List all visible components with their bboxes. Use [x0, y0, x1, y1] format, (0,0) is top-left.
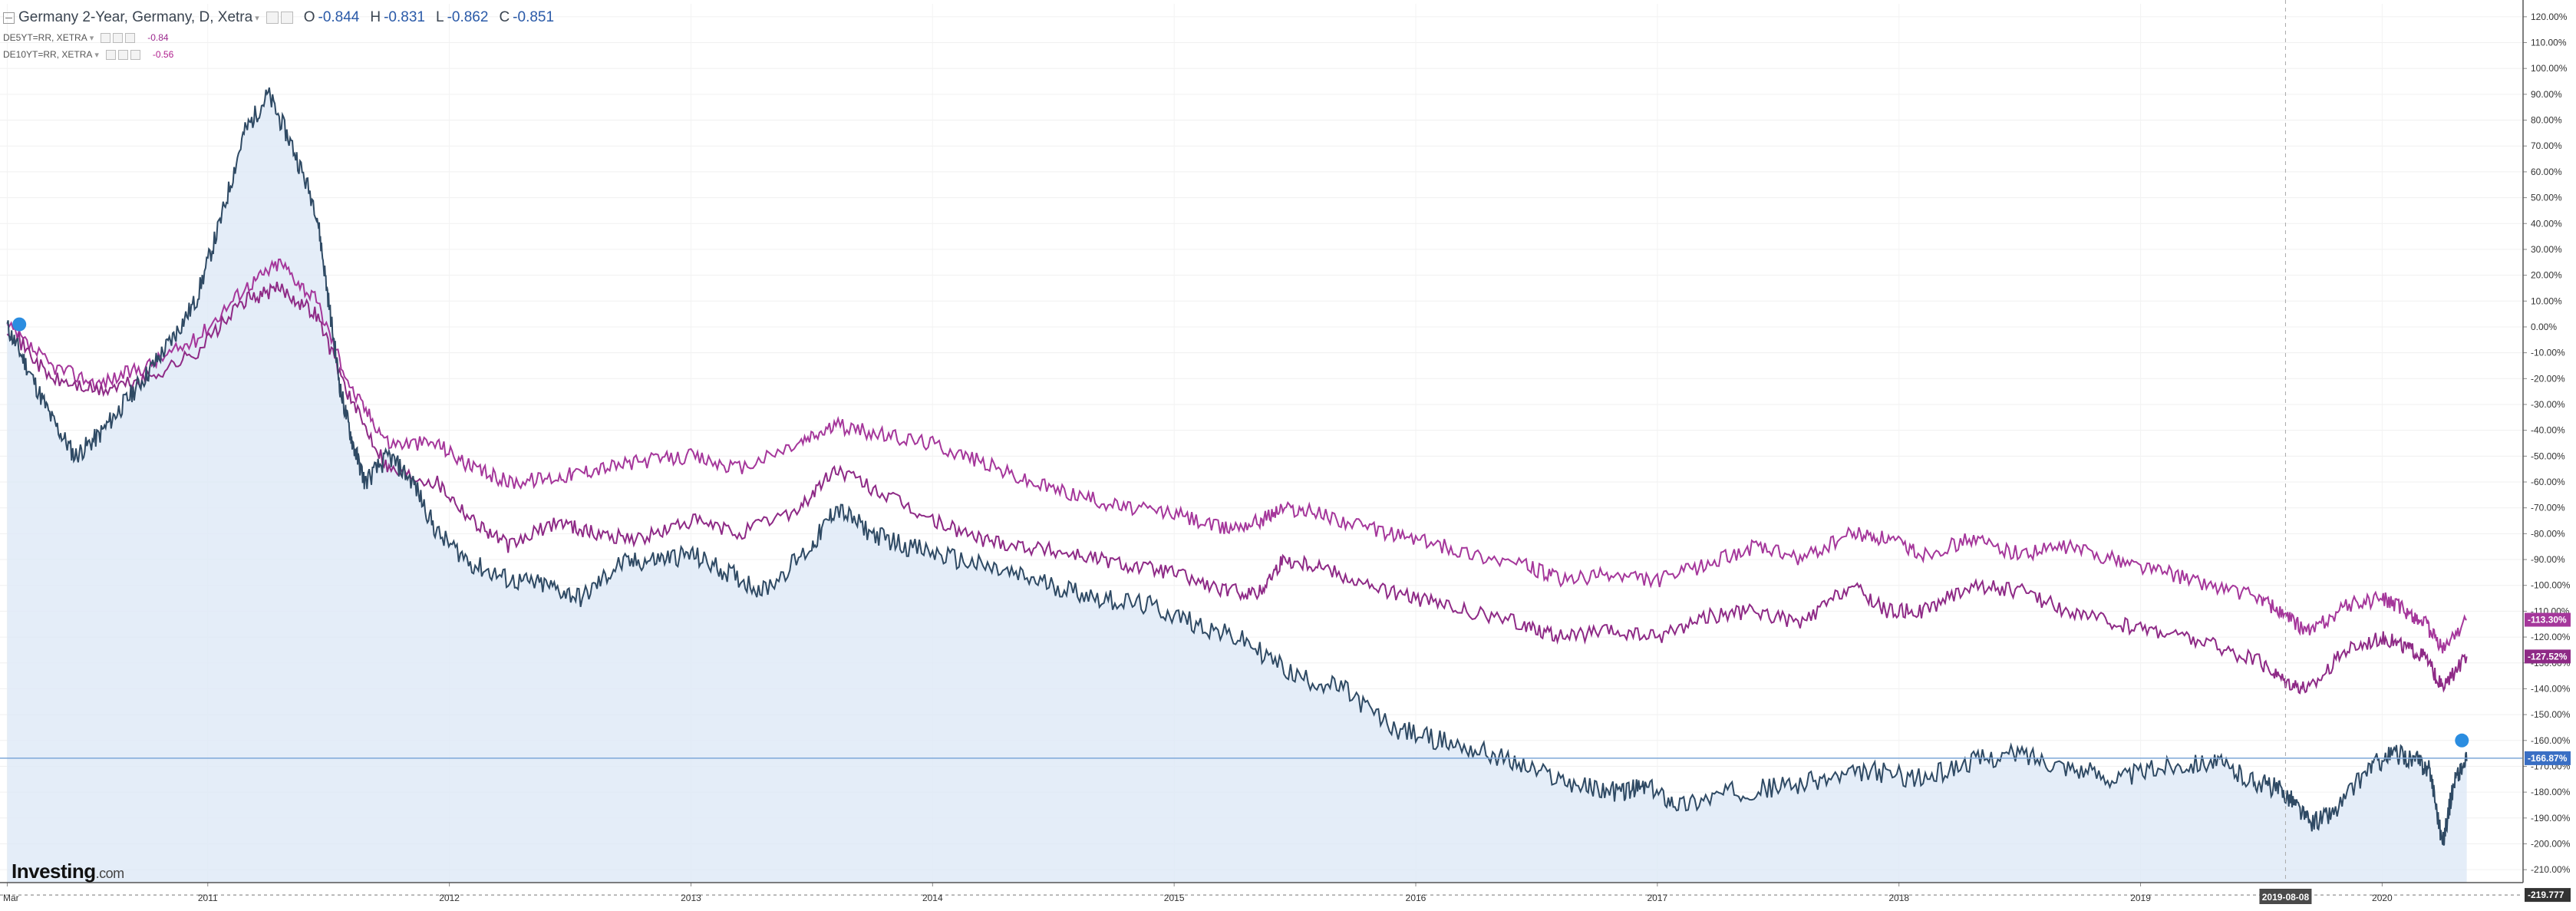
x-tick-label: 2014: [922, 893, 943, 903]
y-tick-label: 20.00%: [2531, 270, 2562, 281]
overlays: 2019-08-08: [0, 0, 2522, 904]
y-tick-label: -120.00%: [2531, 632, 2571, 642]
open-value: -0.844: [318, 9, 360, 25]
open-label: O: [303, 9, 315, 25]
y-tick-label: -190.00%: [2531, 813, 2571, 824]
y-tick-label: -140.00%: [2531, 683, 2571, 694]
series-lines: [6, 87, 2468, 847]
x-tick-label: 2018: [1888, 893, 1909, 903]
y-tick-label: 70.00%: [2531, 140, 2562, 151]
y-tick-label: 10.00%: [2531, 295, 2562, 306]
y-tick-label: -10.00%: [2531, 348, 2565, 358]
settings-icon[interactable]: [105, 49, 116, 60]
last-value-tags: -113.30% -127.52% -166.87% -219.777: [2525, 612, 2571, 903]
remove-icon[interactable]: [130, 49, 140, 60]
close-label: C: [499, 9, 510, 25]
y-tick-label: 0.00%: [2531, 322, 2557, 332]
collapse-legend-icon[interactable]: [3, 12, 15, 24]
legend-compare-row[interactable]: DE5YT=RR, XETRA ▾ -0.84: [3, 29, 554, 46]
y-tick-label: -70.00%: [2531, 503, 2565, 513]
y-tick-label: -40.00%: [2531, 425, 2565, 436]
x-axis[interactable]: Mar 2011 2012 2013 2014 2015 2016 2017 2018 2019 2…: [0, 882, 2523, 903]
y-tick-label: 50.00%: [2531, 193, 2562, 203]
remove-icon[interactable]: [125, 32, 136, 43]
y-tick-label: 80.00%: [2531, 115, 2562, 126]
compare-series-label[interactable]: DE10YT=RR, XETRA: [3, 49, 93, 60]
chart-legend: Germany 2-Year, Germany, D, Xetra ▾ O -0…: [3, 6, 554, 63]
x-tick-label: 2015: [1164, 893, 1185, 903]
main-series-title[interactable]: Germany 2-Year, Germany, D, Xetra: [18, 9, 253, 25]
compare-series-label[interactable]: DE5YT=RR, XETRA: [3, 32, 87, 43]
y-tick-label: -80.00%: [2531, 528, 2565, 539]
y-tick-label: -160.00%: [2531, 735, 2571, 746]
chevron-down-icon[interactable]: ▾: [94, 50, 99, 60]
legend-compare-row[interactable]: DE10YT=RR, XETRA ▾ -0.56: [3, 46, 554, 63]
low-label: L: [435, 9, 444, 25]
crosshair-date-label: 2019-08-08: [2262, 892, 2310, 903]
y-tick-label: -60.00%: [2531, 477, 2565, 487]
x-tick-label: 2019: [2130, 893, 2151, 903]
y-tick-label: -180.00%: [2531, 787, 2571, 797]
hide-icon[interactable]: [117, 49, 128, 60]
last-value-tag-label: -127.52%: [2528, 651, 2568, 662]
germany-2y-area: [7, 87, 2467, 883]
compare-series-value: -0.84: [147, 32, 169, 43]
y-tick-label: -50.00%: [2531, 451, 2565, 461]
x-tick-label: 2017: [1647, 893, 1667, 903]
hide-icon[interactable]: [280, 12, 293, 24]
series-area: [7, 87, 2467, 883]
event-marker-icon[interactable]: [12, 317, 27, 332]
low-value: -0.862: [447, 9, 489, 25]
crosshair-date-tag: [2259, 889, 2312, 904]
investing-logo: Investing.com: [12, 860, 124, 883]
y-tick-label: -100.00%: [2531, 580, 2571, 591]
y-tick-label: 110.00%: [2531, 38, 2567, 48]
chevron-down-icon[interactable]: ▾: [255, 13, 259, 23]
last-value-tag: [2525, 612, 2571, 627]
last-value-tag: [2525, 888, 2571, 903]
close-value: -0.851: [513, 9, 555, 25]
hide-icon[interactable]: [113, 32, 124, 43]
y-tick-label: -20.00%: [2531, 373, 2565, 384]
logo-suffix: .com: [95, 866, 125, 881]
y-tick-label: 90.00%: [2531, 89, 2562, 100]
y-tick-label: -200.00%: [2531, 838, 2571, 849]
x-tick-label: 2020: [2372, 893, 2393, 903]
germany-2y-series-line: [6, 87, 2468, 847]
high-value: -0.831: [384, 9, 425, 25]
y-tick-label: 40.00%: [2531, 218, 2562, 229]
last-value-tag: [2525, 649, 2571, 664]
de5yt-series-line: [6, 281, 2468, 695]
high-label: H: [370, 9, 381, 25]
x-tick-label: 2011: [198, 893, 218, 903]
last-value-tag-label: -113.30%: [2528, 615, 2567, 625]
y-tick-label: -90.00%: [2531, 554, 2565, 565]
y-tick-label: 100.00%: [2531, 63, 2568, 74]
chevron-down-icon[interactable]: ▾: [89, 33, 94, 43]
y-axis[interactable]: 120.00% 110.00% 100.00% 90.00% 80.00% 70.00% 6…: [2522, 0, 2571, 883]
y-tick-label: 30.00%: [2531, 244, 2562, 255]
x-tick-label: 2016: [1406, 893, 1427, 903]
de10yt-series-line: [6, 258, 2467, 654]
last-value-tag: [2525, 751, 2571, 765]
y-tick-label: 120.00%: [2531, 12, 2568, 22]
x-tick-label: 2013: [681, 893, 701, 903]
logo-brand: Investing: [12, 860, 96, 883]
y-tick-label: -150.00%: [2531, 709, 2571, 720]
settings-icon[interactable]: [266, 12, 279, 24]
legend-main-row[interactable]: Germany 2-Year, Germany, D, Xetra ▾ O -0…: [3, 6, 554, 29]
x-tick-label: Mar: [3, 893, 19, 903]
y-tick-label: -30.00%: [2531, 399, 2565, 410]
y-tick-label: 60.00%: [2531, 167, 2562, 177]
x-tick-label: 2012: [439, 893, 460, 903]
y-tick-label: -210.00%: [2531, 864, 2571, 875]
last-value-tag-label: -166.87%: [2528, 753, 2568, 764]
event-marker-icon[interactable]: [2455, 733, 2469, 748]
last-value-tag-label: -219.777: [2528, 890, 2564, 900]
compare-series-value: -0.56: [152, 49, 174, 60]
settings-icon[interactable]: [101, 32, 111, 43]
